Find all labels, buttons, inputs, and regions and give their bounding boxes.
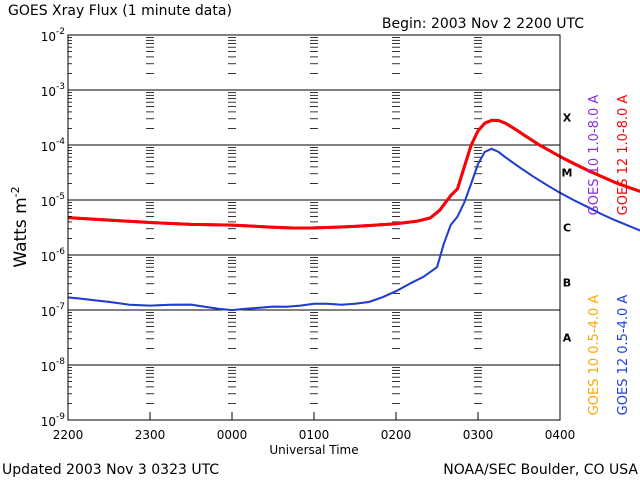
y-tick-base: 10 — [41, 195, 56, 209]
flare-class-c: C — [563, 222, 571, 235]
series-line-goes-12-1-0-8-0-a — [67, 118, 640, 230]
minor-tick-columns — [146, 37, 482, 404]
flare-class-x: X — [563, 112, 572, 125]
y-tick-exponent: -5 — [56, 192, 65, 202]
y-tick-base: 10 — [41, 85, 56, 99]
y-tick-exponent: -4 — [56, 137, 65, 147]
y-tick-label: 10 -5 — [41, 192, 65, 209]
y-tick-label: 10 -9 — [41, 412, 66, 429]
x-tick-label: 2200 — [53, 428, 84, 442]
y-tick-label: 10 -8 — [41, 357, 66, 374]
series-line-goes-12-0-5-4-0-a — [67, 147, 640, 312]
begin-time: Begin: 2003 Nov 2 2200 UTC — [382, 16, 584, 32]
series-lines — [67, 118, 640, 312]
legend-entry: GOES 10 1.0-8.0 A — [587, 95, 602, 216]
y-axis-label-base: Watts m — [11, 197, 31, 267]
y-tick-exponent: -6 — [56, 247, 65, 257]
flare-class-m: M — [562, 167, 573, 180]
y-axis-label: Watts m-2 — [9, 186, 31, 267]
grid-lines — [68, 89, 560, 366]
y-tick-exponent: -7 — [56, 302, 65, 312]
y-tick-exponent: -2 — [56, 27, 65, 37]
legend-entry: GOES 12 0.5-4.0 A — [616, 295, 631, 416]
y-tick-exponent: -9 — [56, 412, 65, 422]
y-tick-label: 10 -6 — [41, 247, 66, 264]
credit-text: NOAA/SEC Boulder, CO USA — [443, 462, 638, 478]
y-tick-label: 10 -7 — [41, 302, 65, 319]
y-tick-base: 10 — [41, 250, 56, 264]
y-axis-label-exponent: -2 — [9, 186, 22, 197]
chart-title: GOES Xray Flux (1 minute data) — [8, 3, 232, 19]
y-tick-base: 10 — [41, 415, 56, 429]
y-tick-exponent: -8 — [56, 357, 65, 367]
legend-entry: GOES 12 1.0-8.0 A — [616, 95, 631, 216]
x-tick-label: 0400 — [545, 428, 576, 442]
y-tick-base: 10 — [41, 140, 56, 154]
flare-class-b: B — [563, 277, 571, 290]
y-tick-exponent: -3 — [56, 82, 65, 92]
y-tick-labels: 10-910-810-710-610-510-410-310-2 — [41, 27, 76, 429]
x-tick-label: 0300 — [463, 428, 494, 442]
y-tick-label: 10 -2 — [41, 27, 65, 44]
flare-class-labels: A B C M X — [562, 112, 573, 345]
y-tick-base: 10 — [41, 30, 56, 44]
y-tick-label: 10 -4 — [41, 137, 66, 154]
y-tick-base: 10 — [41, 360, 56, 374]
y-tick-label: 10 -3 — [41, 82, 65, 99]
x-tick-label: 0100 — [299, 428, 330, 442]
flare-class-a: A — [563, 332, 572, 345]
x-tick-labels: 2200 2300 0000 0100 0200 0300 0400 — [53, 412, 576, 442]
updated-text: Updated 2003 Nov 3 0323 UTC — [2, 462, 219, 478]
y-tick-base: 10 — [41, 305, 56, 319]
series-line-goes-10-0-5-4-0-a — [67, 147, 640, 312]
x-tick-label: 0200 — [381, 428, 412, 442]
legend: GOES 10 1.0-8.0 A GOES 12 1.0-8.0 A GOES 1… — [587, 95, 631, 416]
x-tick-label: 2300 — [135, 428, 166, 442]
x-axis-label: Universal Time — [269, 443, 358, 457]
plot-frame — [67, 34, 561, 421]
legend-entry: GOES 10 0.5-4.0 A — [587, 295, 602, 416]
x-tick-label: 0000 — [217, 428, 248, 442]
